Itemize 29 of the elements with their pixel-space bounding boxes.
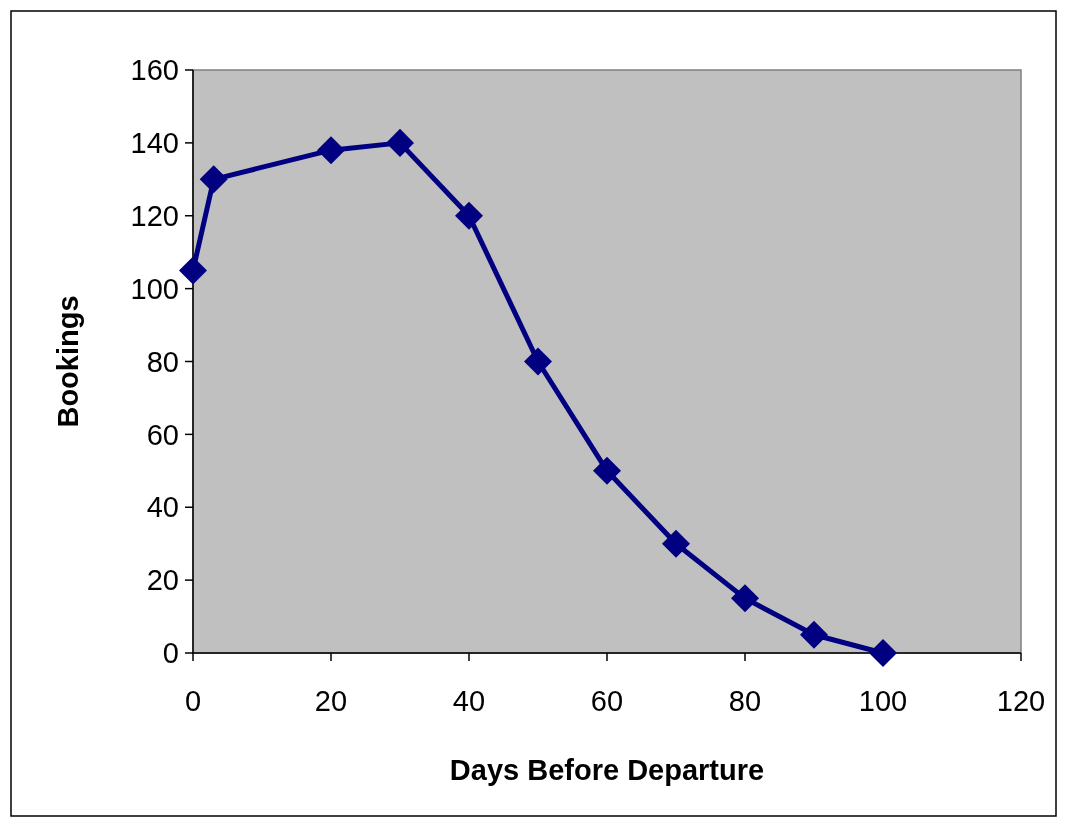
- y-tick-label: 120: [130, 199, 179, 232]
- y-tick-label: 20: [146, 564, 179, 597]
- x-tick-label: 40: [452, 685, 486, 717]
- point: [455, 201, 483, 230]
- point: [317, 136, 345, 165]
- y-tick-label: 140: [130, 127, 179, 160]
- y-tick-label: 160: [130, 54, 179, 87]
- point: [593, 456, 621, 485]
- point: [179, 256, 207, 285]
- point: [199, 165, 228, 194]
- x-tick-label: 80: [728, 685, 762, 717]
- point: [800, 620, 828, 649]
- y-tick-label: 40: [146, 491, 179, 524]
- point: [662, 529, 690, 558]
- y-tick-label: 100: [130, 272, 179, 305]
- x-tick-label: 60: [590, 685, 624, 717]
- x-tick-label: 120: [996, 685, 1046, 717]
- x-axis-title: Days Before Departure: [449, 754, 765, 786]
- point: [869, 639, 897, 667]
- x-tick-label: 0: [184, 685, 202, 717]
- point: [524, 347, 552, 376]
- y-tick-label: 0: [162, 637, 179, 670]
- point: [386, 128, 414, 157]
- x-tick-label: 20: [314, 685, 348, 717]
- point: [731, 584, 759, 613]
- y-axis-title: Bookings: [52, 295, 84, 428]
- y-tick-label: 60: [146, 418, 179, 451]
- x-tick-label: 100: [858, 685, 908, 717]
- y-tick-label: 80: [146, 345, 179, 378]
